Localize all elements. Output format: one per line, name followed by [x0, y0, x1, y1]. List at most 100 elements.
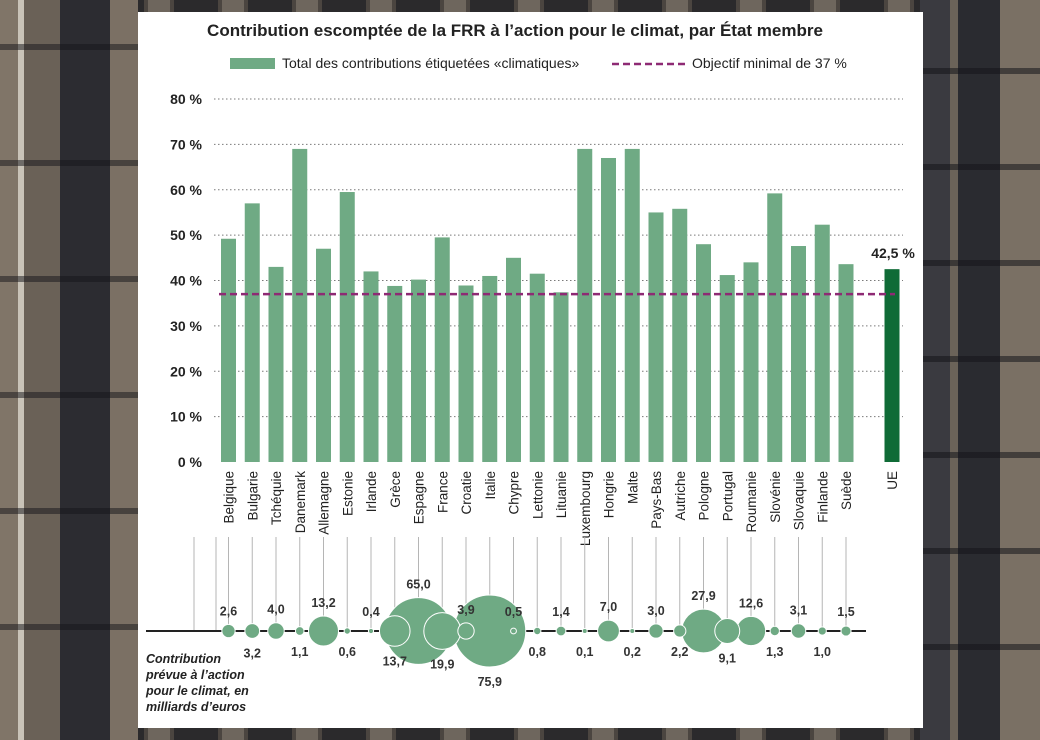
bubble-value-label: 1,0 — [814, 645, 831, 659]
bubble-value-label: 1,3 — [766, 645, 783, 659]
bubble — [673, 624, 687, 638]
bar — [577, 148, 593, 462]
bar — [434, 237, 450, 462]
bars: 42,5 % — [221, 148, 915, 463]
x-tick-label: Lettonie — [530, 471, 545, 519]
y-tick-label: 80 % — [170, 91, 202, 107]
x-tick-label: Suède — [839, 471, 854, 510]
bar-eu — [884, 269, 900, 462]
bar — [601, 157, 616, 463]
bar — [221, 238, 236, 462]
x-tick-label: Finlande — [815, 471, 830, 523]
x-tick-label: Italie — [483, 471, 498, 500]
bubble — [597, 619, 620, 643]
x-axis: Belgique Bulgarie Tchéquie Danemark Allemagn… — [222, 471, 901, 546]
y-tick-label: 0 % — [178, 454, 203, 470]
bar — [743, 262, 759, 462]
bubble — [221, 623, 236, 639]
bubble — [378, 615, 411, 647]
x-tick-label: Grèce — [388, 471, 403, 508]
legend-bar-label: Total des contributions étiquetées «clim… — [282, 55, 580, 71]
bubble-value-label: 4,0 — [267, 603, 284, 617]
bubble — [817, 626, 827, 636]
bar — [672, 208, 688, 462]
y-tick-label: 60 % — [170, 182, 202, 198]
bar — [458, 285, 474, 462]
bar — [244, 203, 260, 463]
x-tick-label: Pays-Bas — [649, 471, 664, 529]
bubble-value-label: 1,4 — [552, 605, 569, 619]
bubble-value-label: 19,9 — [430, 657, 454, 671]
background-building-left — [0, 0, 138, 740]
bubble — [769, 625, 780, 637]
x-tick-label: Danemark — [293, 471, 308, 534]
bar — [268, 266, 284, 462]
y-tick-label: 10 % — [170, 409, 202, 425]
bar — [506, 257, 521, 462]
x-tick-label: France — [435, 471, 450, 513]
x-tick-label: Autriche — [673, 471, 688, 521]
y-tick-label: 20 % — [170, 363, 202, 379]
bar — [339, 192, 355, 463]
bubble — [840, 625, 852, 637]
bubble-value-label: 12,6 — [739, 596, 763, 610]
bar — [719, 275, 735, 462]
bar — [411, 279, 426, 462]
bubble — [294, 626, 305, 636]
y-tick-label: 30 % — [170, 318, 202, 334]
bar — [838, 264, 854, 462]
bubble-value-label: 7,0 — [600, 600, 617, 614]
bubble — [581, 628, 588, 634]
x-tick-label: Malte — [625, 471, 640, 504]
bubble-value-label: 9,1 — [719, 651, 736, 665]
bubble — [629, 628, 636, 634]
bubble-value-label: 13,7 — [383, 654, 407, 668]
bubble-caption-line: Contribution — [146, 652, 221, 666]
bubble-value-label: 3,2 — [244, 646, 261, 660]
x-tick-label: Estonie — [340, 471, 355, 516]
bubble — [307, 615, 340, 647]
bubble — [790, 623, 807, 639]
bubble — [367, 627, 375, 635]
bubble-value-label: 65,0 — [406, 578, 430, 592]
data-label-eu: 42,5 % — [871, 245, 915, 261]
bubble-value-label: 2,2 — [671, 645, 688, 659]
bubble-caption: Contribution prévue à l’action pour le c… — [145, 652, 249, 714]
bubble-value-label: 27,9 — [691, 589, 715, 603]
bubble-value-label: 0,6 — [339, 645, 356, 659]
bubble-value-label: 2,6 — [220, 604, 237, 618]
bubble — [343, 627, 351, 635]
bubble-value-label: 0,2 — [624, 645, 641, 659]
y-tick-label: 50 % — [170, 227, 202, 243]
x-tick-label: Irlande — [364, 471, 379, 512]
legend-bar-swatch — [230, 58, 275, 69]
bubble-value-label: 3,1 — [790, 604, 807, 618]
chart-title: Contribution escomptée de la FRR à l’act… — [207, 21, 823, 40]
bubble — [457, 622, 475, 640]
legend: Total des contributions étiquetées «clim… — [230, 55, 847, 71]
y-tick-label: 70 % — [170, 136, 202, 152]
bar — [553, 292, 569, 462]
bar — [387, 285, 403, 462]
bar — [767, 193, 783, 462]
bubble-value-label: 0,5 — [505, 605, 522, 619]
x-tick-label: Slovénie — [768, 471, 783, 523]
bubble-value-label: 0,4 — [362, 605, 379, 619]
bubble — [423, 612, 462, 650]
bubble — [533, 626, 542, 636]
x-tick-label: Slovaquie — [792, 471, 807, 530]
bubble — [510, 627, 517, 635]
bubble — [735, 615, 767, 647]
x-tick-label: Allemagne — [317, 471, 332, 535]
bar — [791, 246, 806, 462]
bar — [363, 271, 379, 462]
x-tick-label: Espagne — [412, 471, 427, 524]
bubble-value-label: 0,1 — [576, 645, 593, 659]
x-tick-label: Chypre — [507, 471, 522, 515]
bubble — [267, 622, 285, 640]
bubble-value-label: 13,2 — [311, 596, 335, 610]
legend-target-label: Objectif minimal de 37 % — [692, 55, 847, 71]
bubble — [714, 618, 741, 644]
y-axis: 80 % 70 % 60 % 50 % 40 % 30 % 20 % 10 % 0 % — [170, 91, 202, 470]
bar — [316, 248, 331, 462]
